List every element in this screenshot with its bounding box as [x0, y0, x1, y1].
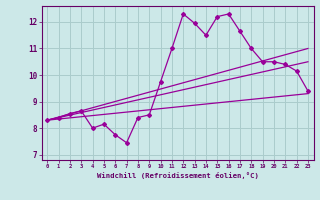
- X-axis label: Windchill (Refroidissement éolien,°C): Windchill (Refroidissement éolien,°C): [97, 172, 259, 179]
